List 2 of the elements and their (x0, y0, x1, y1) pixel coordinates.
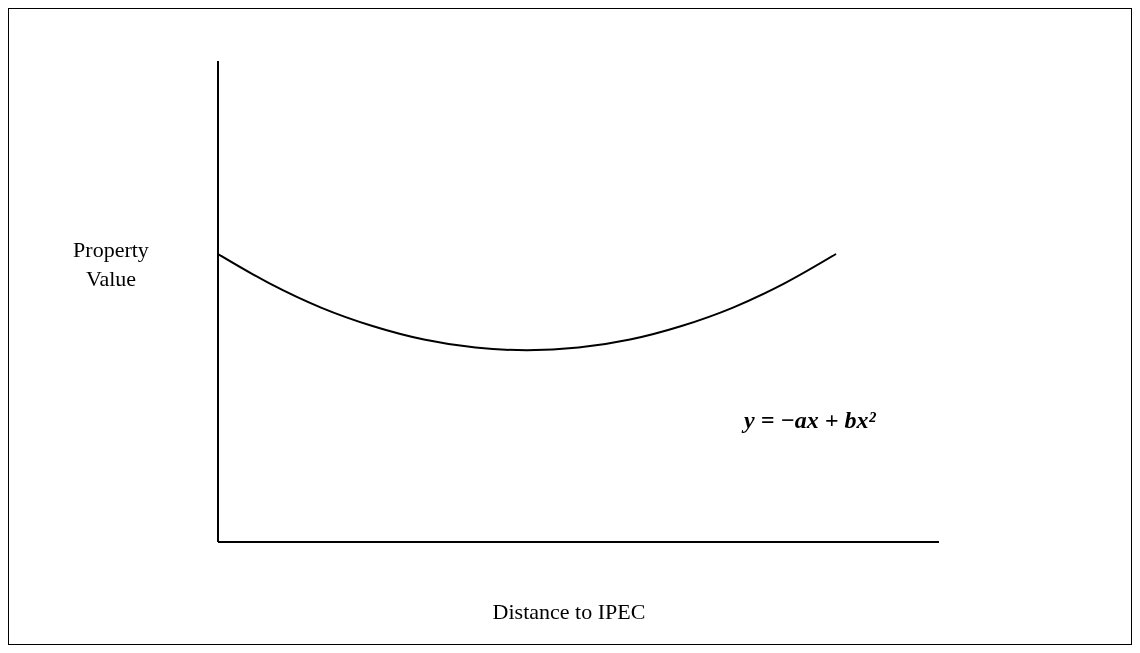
y-axis-title: Property Value (72, 236, 150, 293)
x-axis-title: Distance to IPEC (491, 599, 647, 625)
